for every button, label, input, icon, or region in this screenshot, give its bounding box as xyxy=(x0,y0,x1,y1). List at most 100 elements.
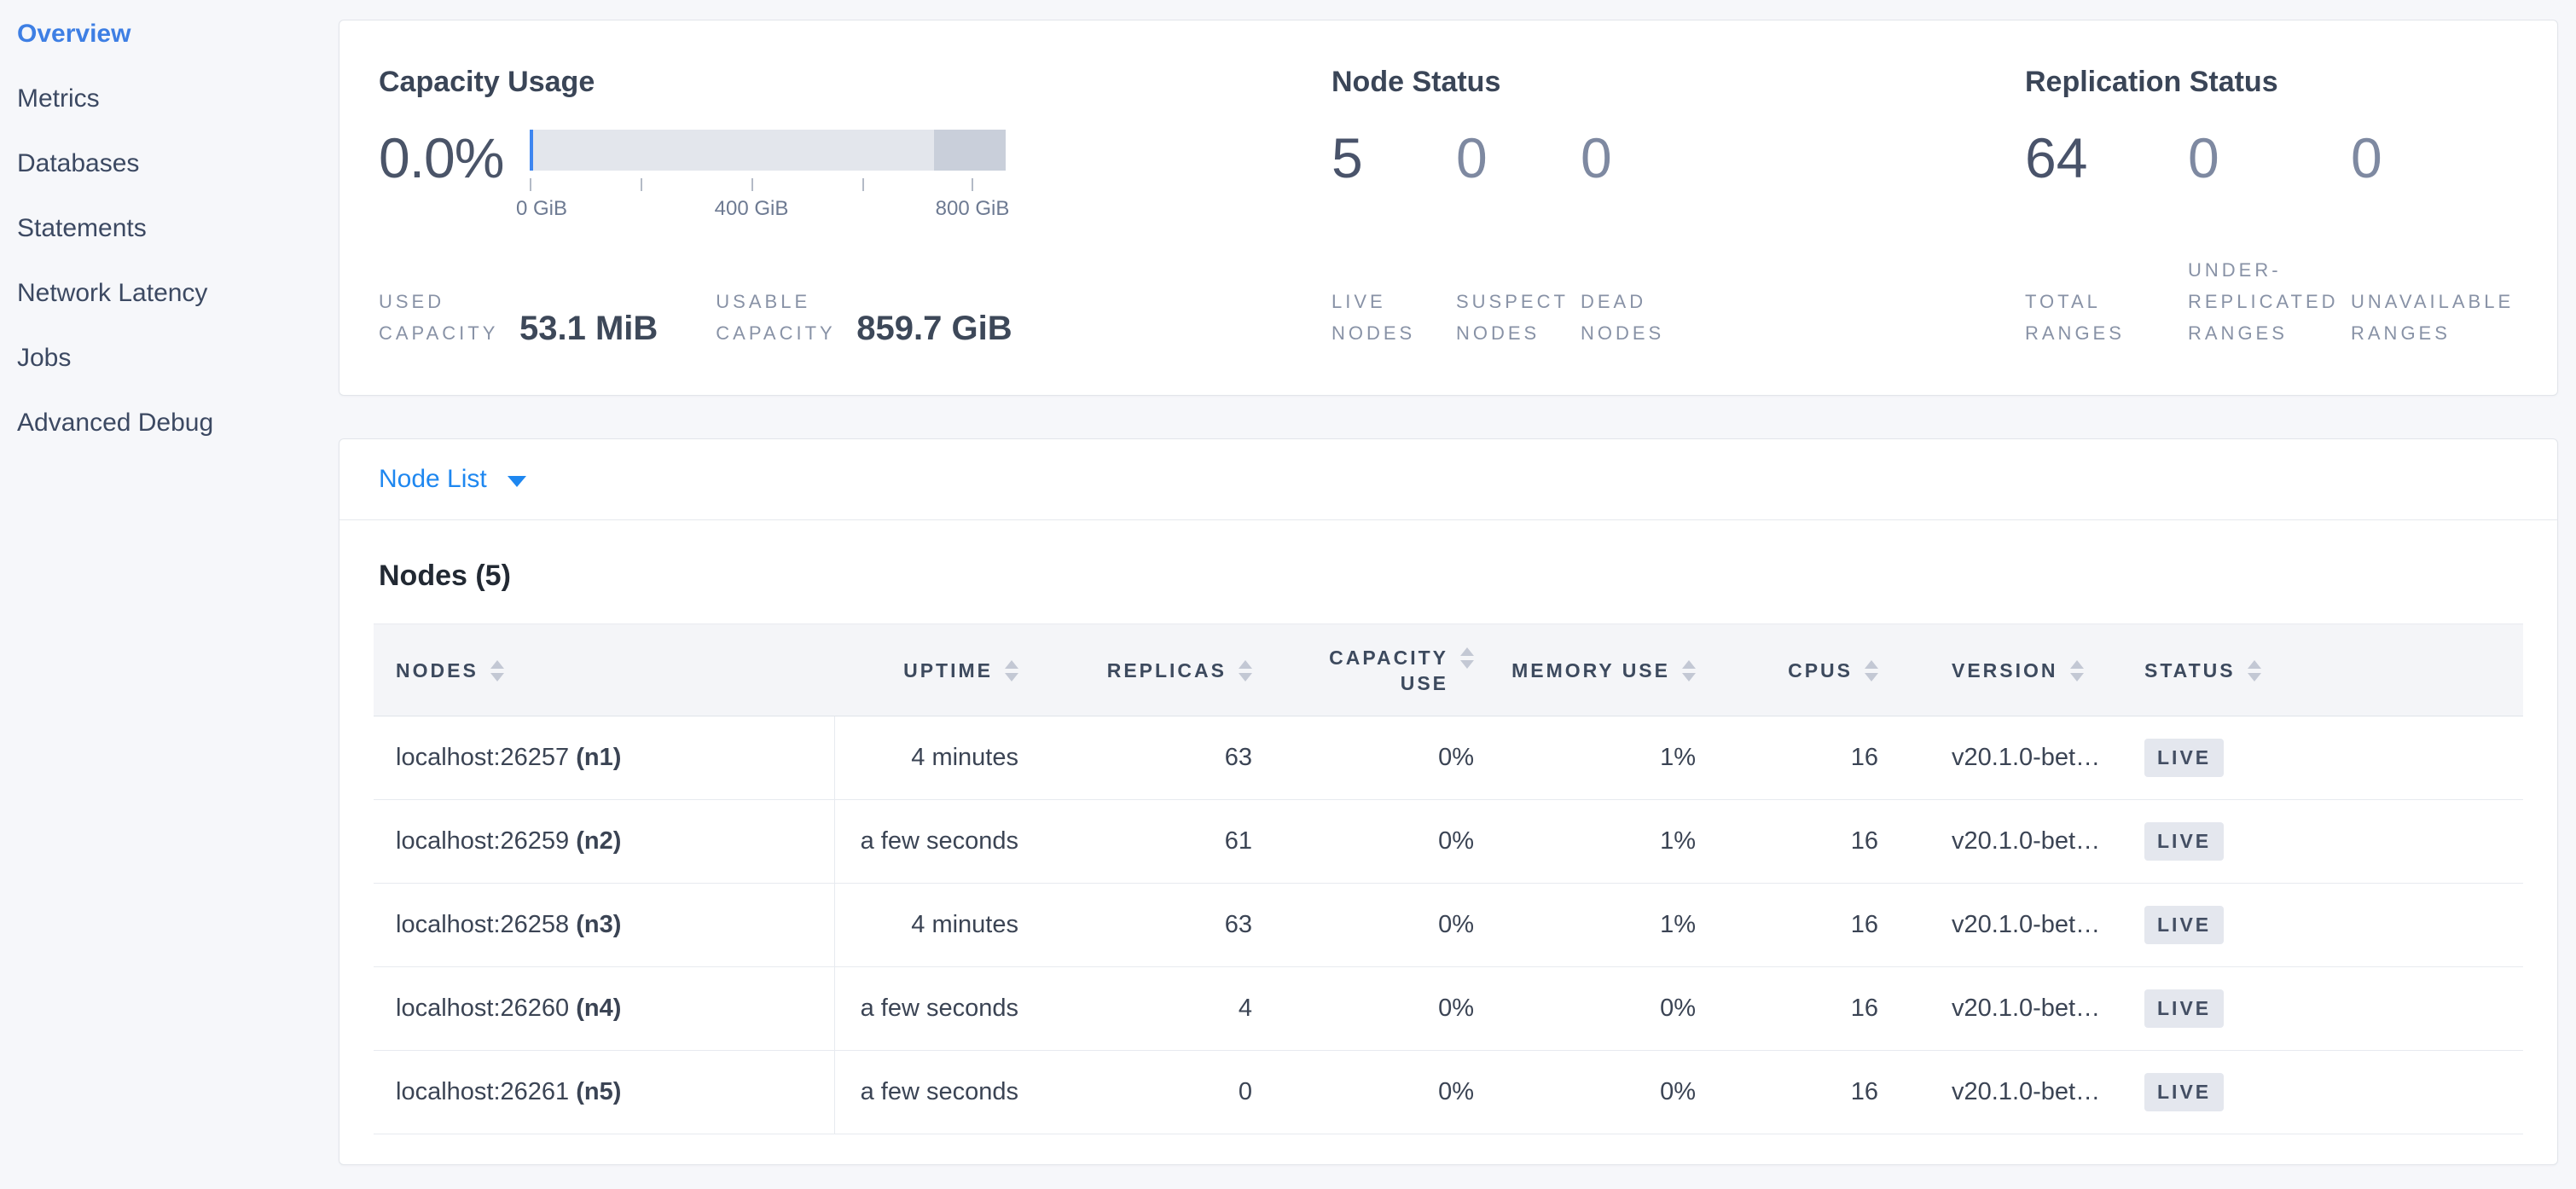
capacity-axis-ticks xyxy=(530,178,973,192)
sort-icon xyxy=(1865,659,1878,682)
column-label: CPUS xyxy=(1788,658,1853,682)
axis-tick xyxy=(751,178,753,191)
column-header-capacity-use[interactable]: CAPACITY USE xyxy=(1266,624,1488,716)
sort-icon xyxy=(1239,659,1252,682)
node-row[interactable]: localhost:26257 (n1) 4 minutes 63 0% 1% … xyxy=(374,716,2523,800)
sort-icon xyxy=(1460,647,1474,669)
node-row[interactable]: localhost:26259 (n2) a few seconds 61 0%… xyxy=(374,799,2523,884)
node-id: (n5) xyxy=(576,1078,622,1105)
column-header-status[interactable]: STATUS xyxy=(2119,624,2523,716)
cpus-cell: 16 xyxy=(1709,716,1892,800)
capacity-use-cell: 0% xyxy=(1266,716,1488,800)
node-id: (n4) xyxy=(576,995,622,1022)
column-label: CAPACITY USE xyxy=(1329,646,1448,694)
capacity-bar-reserved-segment xyxy=(934,130,1006,171)
suspect-nodes-metric: 0 SUSPECT NODES xyxy=(1456,130,1581,349)
column-header-uptime[interactable]: UPTIME xyxy=(834,624,1032,716)
sidebar-item-jobs[interactable]: Jobs xyxy=(17,344,72,372)
column-header-memory-use[interactable]: MEMORY USE xyxy=(1488,624,1709,716)
node-address-cell: localhost:26261 (n5) xyxy=(374,1050,835,1134)
sidebar-item-statements[interactable]: Statements xyxy=(17,214,147,242)
total-ranges-label: TOTAL RANGES xyxy=(2025,291,2125,344)
column-label: UPTIME xyxy=(903,658,993,682)
total-ranges-value: 64 xyxy=(2025,126,2088,189)
sidebar-item-overview[interactable]: Overview xyxy=(17,20,131,48)
node-address: localhost:26261 xyxy=(396,1078,570,1105)
view-selector-dropdown[interactable]: Node List xyxy=(379,465,526,494)
sort-icon xyxy=(490,659,504,682)
replicas-cell: 63 xyxy=(1032,716,1266,800)
unavailable-ranges-metric: 0 UNAVAILABLE RANGES xyxy=(2351,130,2514,349)
nodes-count-title: Nodes (5) xyxy=(379,560,511,592)
sort-icon xyxy=(1005,659,1018,682)
replicas-cell: 63 xyxy=(1032,883,1266,967)
column-header-nodes[interactable]: NODES xyxy=(374,624,834,716)
usable-capacity-stat: USABLE CAPACITY 859.7 GiB xyxy=(716,286,1036,349)
dead-nodes-metric: 0 DEAD NODES xyxy=(1581,130,1705,349)
node-row[interactable]: localhost:26261 (n5) a few seconds 0 0% … xyxy=(374,1050,2523,1134)
cpus-cell: 16 xyxy=(1709,1050,1892,1134)
under-replicated-ranges-value: 0 xyxy=(2188,126,2219,189)
node-status-section: Node Status 5 LIVE NODES 0 SUSPECT NODES… xyxy=(1332,65,2025,349)
column-label: NODES xyxy=(396,658,479,682)
used-capacity-value: 53.1 MiB xyxy=(519,310,659,347)
under-replicated-ranges-metric: 0 UNDER-REPLICATED RANGES xyxy=(2188,130,2351,349)
capacity-usage-section: Capacity Usage 0.0% xyxy=(379,65,1332,349)
cpus-cell: 16 xyxy=(1709,883,1892,967)
sidebar-item-databases[interactable]: Databases xyxy=(17,149,140,177)
node-address-cell: localhost:26260 (n4) xyxy=(374,966,835,1051)
node-row[interactable]: localhost:26258 (n3) 4 minutes 63 0% 1% … xyxy=(374,883,2523,967)
uptime-cell: 4 minutes xyxy=(834,716,1032,800)
under-replicated-ranges-label: UNDER-REPLICATED RANGES xyxy=(2188,259,2339,344)
column-label: REPLICAS xyxy=(1106,658,1227,682)
status-cell: LIVE xyxy=(2119,883,2523,967)
chevron-down-icon xyxy=(507,475,526,487)
node-address: localhost:26258 xyxy=(396,911,570,938)
nodes-section: Nodes (5) NODES UPTIME RE xyxy=(339,520,2557,1134)
sidebar-item-advanced-debug[interactable]: Advanced Debug xyxy=(17,409,214,437)
sidebar-item-network-latency[interactable]: Network Latency xyxy=(17,279,208,307)
sidebar: Overview Metrics Databases Statements Ne… xyxy=(0,0,339,1189)
memory-use-cell: 1% xyxy=(1488,883,1709,967)
main-content: Capacity Usage 0.0% xyxy=(339,0,2576,1189)
live-nodes-label: LIVE NODES xyxy=(1332,291,1416,344)
used-capacity-stat: USED CAPACITY 53.1 MiB xyxy=(379,286,682,349)
status-cell: LIVE xyxy=(2119,966,2523,1051)
node-address-cell: localhost:26259 (n2) xyxy=(374,799,835,884)
usable-capacity-label: USABLE CAPACITY xyxy=(716,291,836,344)
uptime-cell: a few seconds xyxy=(834,966,1032,1051)
unavailable-ranges-label: UNAVAILABLE RANGES xyxy=(2351,291,2515,344)
live-nodes-value: 5 xyxy=(1332,126,1363,189)
replicas-cell: 4 xyxy=(1032,966,1266,1051)
column-header-cpus[interactable]: CPUS xyxy=(1709,624,1892,716)
axis-tick xyxy=(862,178,864,191)
capacity-use-cell: 0% xyxy=(1266,883,1488,967)
status-badge: LIVE xyxy=(2144,989,2225,1028)
memory-use-cell: 0% xyxy=(1488,1050,1709,1134)
column-header-replicas[interactable]: REPLICAS xyxy=(1032,624,1266,716)
node-address: localhost:26259 xyxy=(396,827,570,855)
total-ranges-metric: 64 TOTAL RANGES xyxy=(2025,130,2188,349)
status-badge: LIVE xyxy=(2144,822,2225,861)
dead-nodes-label: DEAD NODES xyxy=(1581,291,1665,344)
version-cell: v20.1.0-bet… xyxy=(1892,966,2119,1051)
node-status-title: Node Status xyxy=(1332,66,1501,98)
cpus-cell: 16 xyxy=(1709,966,1892,1051)
node-row[interactable]: localhost:26260 (n4) a few seconds 4 0% … xyxy=(374,966,2523,1051)
axis-tick-label: 400 GiB xyxy=(714,197,789,220)
node-list-header: Node List xyxy=(339,439,2557,520)
axis-tick xyxy=(972,178,973,191)
column-header-version[interactable]: VERSION xyxy=(1892,624,2119,716)
axis-tick-label: 800 GiB xyxy=(935,197,1010,220)
column-label: VERSION xyxy=(1952,658,2058,682)
axis-tick-label: 0 GiB xyxy=(515,197,568,220)
uptime-cell: a few seconds xyxy=(834,799,1032,884)
sort-icon xyxy=(2069,659,2084,682)
node-address: localhost:26260 xyxy=(396,995,570,1022)
axis-tick xyxy=(641,178,642,191)
node-list-card: Node List Nodes (5) NODES UPTIME xyxy=(339,438,2558,1165)
suspect-nodes-value: 0 xyxy=(1456,126,1488,189)
capacity-used-percent: 0.0% xyxy=(379,126,504,189)
memory-use-cell: 1% xyxy=(1488,799,1709,884)
sidebar-item-metrics[interactable]: Metrics xyxy=(17,84,100,113)
